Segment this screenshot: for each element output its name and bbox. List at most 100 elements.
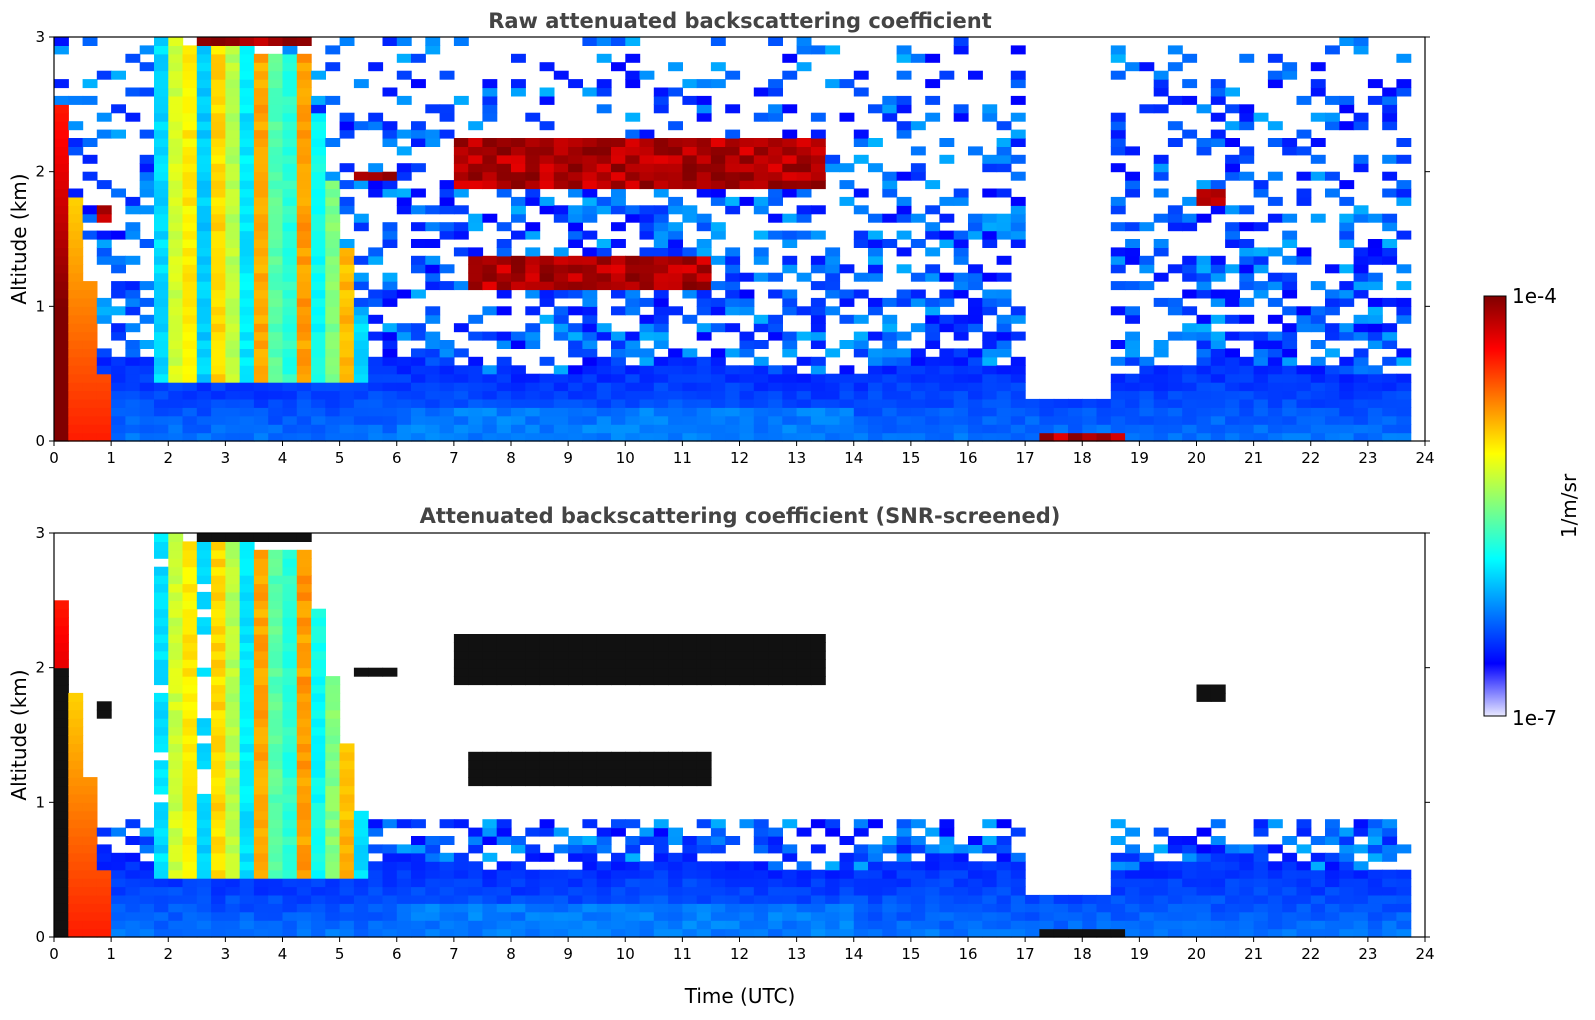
heatmap-cell xyxy=(439,281,455,291)
heatmap-cell xyxy=(1125,911,1140,921)
heatmap-cell xyxy=(96,382,112,392)
heatmap-cell xyxy=(268,810,284,820)
heatmap-cell xyxy=(982,297,998,307)
heatmap-cell xyxy=(1367,272,1383,282)
heatmap-cell xyxy=(896,348,912,358)
heatmap-cell xyxy=(782,432,798,442)
heatmap-cell xyxy=(68,365,84,375)
heatmap-cell xyxy=(1210,112,1226,122)
heatmap-cell xyxy=(696,650,712,660)
heatmap-cell xyxy=(353,171,369,181)
heatmap-cell xyxy=(225,903,241,913)
heatmap-cell xyxy=(282,600,298,610)
heatmap-cell xyxy=(1153,79,1169,89)
heatmap-cell xyxy=(182,104,198,114)
heatmap-cell xyxy=(1310,281,1326,291)
heatmap-cell xyxy=(1110,146,1126,156)
heatmap-cell xyxy=(1125,180,1140,190)
heatmap-cell xyxy=(796,331,812,341)
heatmap-cell xyxy=(168,558,184,568)
heatmap-cell xyxy=(1167,920,1183,930)
heatmap-cell xyxy=(639,861,655,871)
heatmap-cell xyxy=(839,390,855,400)
heatmap-cell xyxy=(54,667,69,677)
heatmap-cell xyxy=(1267,920,1283,930)
heatmap-cell xyxy=(125,230,141,240)
heatmap-cell xyxy=(368,886,384,896)
heatmap-cell xyxy=(282,735,298,744)
heatmap-cell xyxy=(1010,196,1026,206)
heatmap-cell xyxy=(539,415,555,425)
heatmap-cell xyxy=(1367,852,1383,862)
heatmap-cell xyxy=(896,852,912,862)
heatmap-cell xyxy=(1310,171,1326,181)
heatmap-cell xyxy=(611,642,626,652)
heatmap-cell xyxy=(611,407,626,417)
heatmap-cell xyxy=(939,827,955,837)
heatmap-cell xyxy=(696,323,712,333)
heatmap-cell xyxy=(1210,869,1226,879)
heatmap-cell xyxy=(768,844,783,854)
heatmap-cell xyxy=(1225,382,1240,392)
heatmap-cell xyxy=(1310,356,1326,366)
heatmap-cell xyxy=(168,861,184,871)
heatmap-cell xyxy=(182,659,198,669)
heatmap-cell xyxy=(96,348,112,358)
heatmap-cell xyxy=(996,398,1012,408)
heatmap-cell xyxy=(625,432,641,442)
heatmap-cell xyxy=(268,340,284,349)
heatmap-cell xyxy=(953,920,969,930)
heatmap-cell xyxy=(968,272,983,282)
heatmap-cell xyxy=(1325,95,1340,105)
heatmap-cell xyxy=(653,247,669,257)
heatmap-cell xyxy=(1367,878,1383,888)
heatmap-cell xyxy=(168,331,184,341)
heatmap-cell xyxy=(1267,911,1283,921)
heatmap-cell xyxy=(282,289,298,299)
heatmap-cell xyxy=(1182,255,1198,265)
heatmap-cell xyxy=(268,331,284,341)
heatmap-cell xyxy=(1296,323,1312,333)
heatmap-cell xyxy=(1353,903,1369,913)
x-tick-label: 13 xyxy=(787,449,806,467)
heatmap-cell xyxy=(239,390,255,400)
heatmap-cell xyxy=(625,205,641,215)
heatmap-cell xyxy=(1125,878,1140,888)
heatmap-cell xyxy=(511,768,526,778)
heatmap-cell xyxy=(1082,415,1098,425)
heatmap-cell xyxy=(596,878,612,888)
heatmap-cell xyxy=(296,171,312,181)
heatmap-cell xyxy=(682,903,698,913)
heatmap-cell xyxy=(154,213,169,223)
heatmap-cell xyxy=(282,188,298,198)
heatmap-cell xyxy=(411,382,426,392)
heatmap-cell xyxy=(82,398,98,408)
heatmap-cell xyxy=(1125,373,1140,383)
heatmap-cell xyxy=(211,390,226,400)
heatmap-cell xyxy=(939,886,955,896)
heatmap-cell xyxy=(653,306,669,316)
heatmap-cell xyxy=(282,247,298,257)
heatmap-cell xyxy=(1353,407,1369,417)
heatmap-cell xyxy=(511,146,526,156)
heatmap-cell xyxy=(525,667,541,677)
heatmap-cell xyxy=(682,205,698,215)
heatmap-cell xyxy=(382,180,398,190)
heatmap-cell xyxy=(268,163,284,173)
heatmap-cell xyxy=(353,348,369,358)
heatmap-cell xyxy=(225,735,241,744)
heatmap-cell xyxy=(168,878,184,888)
heatmap-cell xyxy=(953,255,969,265)
heatmap-cell xyxy=(154,222,169,232)
heatmap-cell xyxy=(468,314,484,324)
heatmap-cell xyxy=(482,650,498,660)
heatmap-cell xyxy=(753,667,769,677)
heatmap-cell xyxy=(596,760,612,770)
heatmap-cell xyxy=(853,70,869,80)
heatmap-cell xyxy=(1068,928,1083,938)
heatmap-cell xyxy=(1225,205,1240,215)
heatmap-cell xyxy=(382,903,398,913)
heatmap-cell xyxy=(925,340,941,349)
heatmap-cell xyxy=(54,692,69,702)
heatmap-cell xyxy=(439,852,455,862)
